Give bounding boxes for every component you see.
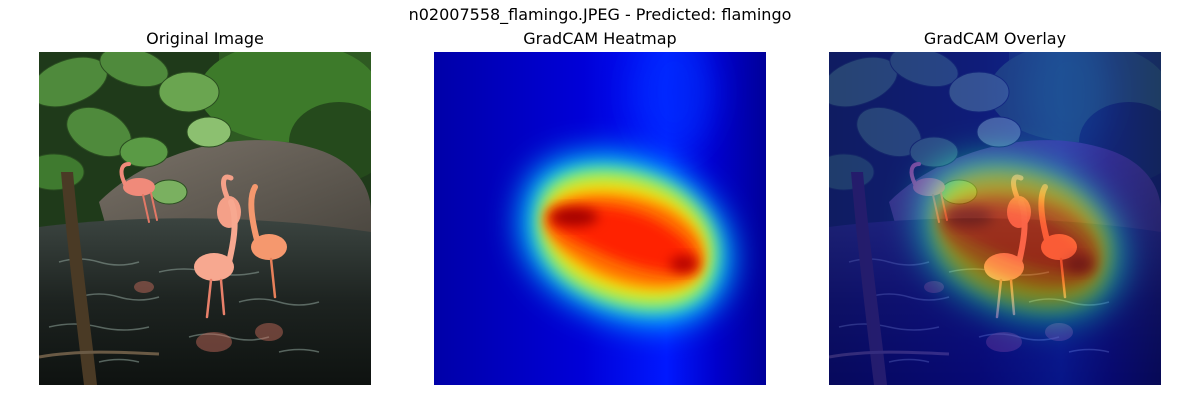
original-image-title: Original Image (146, 29, 264, 48)
flamingo-photo (39, 52, 371, 385)
heatmap-title: GradCAM Heatmap (523, 29, 677, 48)
gradcam-overlay (829, 52, 1161, 385)
gradcam-overlay-panel (829, 52, 1161, 385)
figure-title: n02007558_flamingo.JPEG - Predicted: fla… (408, 5, 792, 24)
original-image-panel (39, 52, 371, 385)
gradcam-heatmap (434, 52, 766, 385)
overlay-title: GradCAM Overlay (923, 29, 1067, 48)
gradcam-heatmap-panel (434, 52, 766, 385)
